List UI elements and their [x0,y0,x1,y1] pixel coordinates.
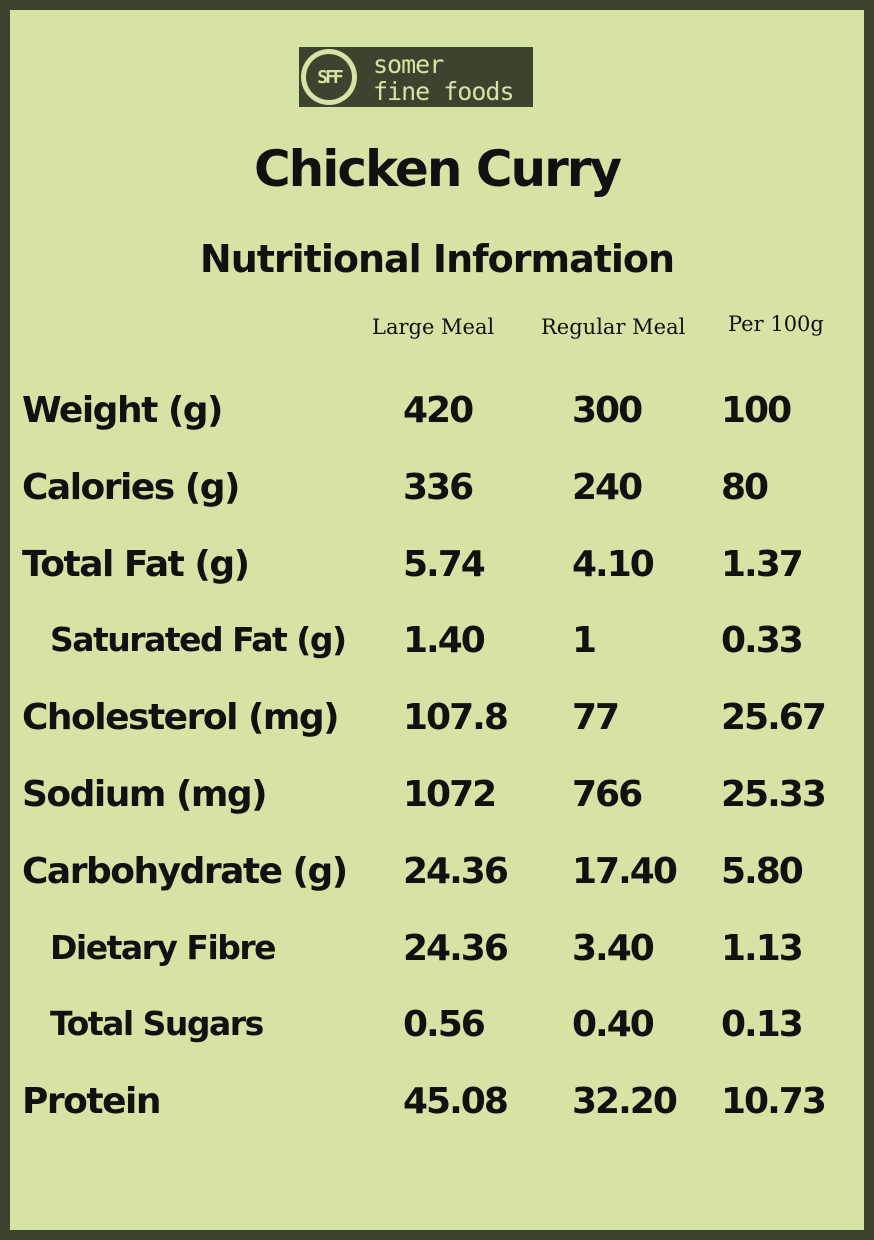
value-regular-meal: 766 [572,774,643,815]
value-per-100g: 80 [721,466,769,508]
value-per-100g: 100 [721,390,792,431]
row-label: Dietary Fibre [50,927,277,967]
row-label: Sodium (mg) [22,774,268,815]
row-label: Weight (g) [22,390,224,431]
value-regular-meal: 17.40 [572,850,678,892]
value-large-meal: 336 [403,466,474,508]
row-label: Cholesterol (mg) [22,697,340,739]
brand-name-line1: somer [373,50,444,79]
table-row: Protein 45.08 32.20 10.73 [10,1081,864,1141]
value-large-meal: 1.40 [403,620,486,662]
value-large-meal: 1072 [403,774,497,815]
nutrition-card: SFF somer fine foods Chicken Curry Nutri… [10,10,864,1230]
table-row: Carbohydrate (g) 24.36 17.40 5.80 [10,851,864,911]
value-regular-meal: 240 [572,466,643,508]
monogram-icon: SFF [301,49,357,105]
table-row: Weight (g) 420 300 100 [10,390,864,450]
table-row: Total Sugars 0.56 0.40 0.13 [10,1004,864,1064]
row-label: Saturated Fat (g) [50,620,347,660]
column-header-large: Large Meal [372,315,495,339]
value-large-meal: 45.08 [403,1081,509,1123]
value-regular-meal: 0.40 [572,1004,655,1046]
value-large-meal: 5.74 [403,543,486,585]
value-per-100g: 0.33 [721,620,804,662]
row-label: Total Sugars [50,1004,264,1044]
column-header-regular: Regular Meal [541,315,686,339]
value-regular-meal: 300 [572,390,643,431]
value-per-100g: 0.13 [721,1004,804,1046]
value-large-meal: 107.8 [403,697,509,739]
value-per-100g: 1.37 [721,543,804,585]
brand-name: somer fine foods [373,50,515,106]
value-large-meal: 420 [403,390,474,431]
row-label: Carbohydrate (g) [22,850,348,892]
table-row: Cholesterol (mg) 107.8 77 25.67 [10,697,864,757]
value-large-meal: 24.36 [403,850,509,892]
table-row: Sodium (mg) 1072 766 25.33 [10,774,864,834]
table-row: Total Fat (g) 5.74 4.10 1.37 [10,544,864,604]
row-label: Total Fat (g) [22,543,250,585]
brand-name-line2: fine foods [373,77,515,106]
product-title: Chicken Curry [253,140,622,198]
value-regular-meal: 3.40 [572,927,655,969]
value-per-100g: 10.73 [721,1081,827,1123]
value-per-100g: 25.67 [721,697,827,739]
value-regular-meal: 32.20 [572,1081,678,1123]
table-row: Saturated Fat (g) 1.40 1 0.33 [10,620,864,680]
table-row: Calories (g) 336 240 80 [10,467,864,527]
value-regular-meal: 1 [572,620,597,662]
table-row: Dietary Fibre 24.36 3.40 1.13 [10,928,864,988]
column-header-per100g: Per 100g [728,312,824,336]
row-label: Protein [22,1081,161,1123]
value-per-100g: 5.80 [721,850,804,892]
brand-logo: SFF somer fine foods [299,47,533,107]
section-title: Nutritional Information [199,237,675,281]
row-label: Calories (g) [22,466,240,508]
value-regular-meal: 77 [572,697,620,739]
value-regular-meal: 4.10 [572,543,655,585]
value-per-100g: 1.13 [721,927,804,969]
value-large-meal: 24.36 [403,927,509,969]
value-per-100g: 25.33 [721,774,827,815]
value-large-meal: 0.56 [403,1004,486,1046]
